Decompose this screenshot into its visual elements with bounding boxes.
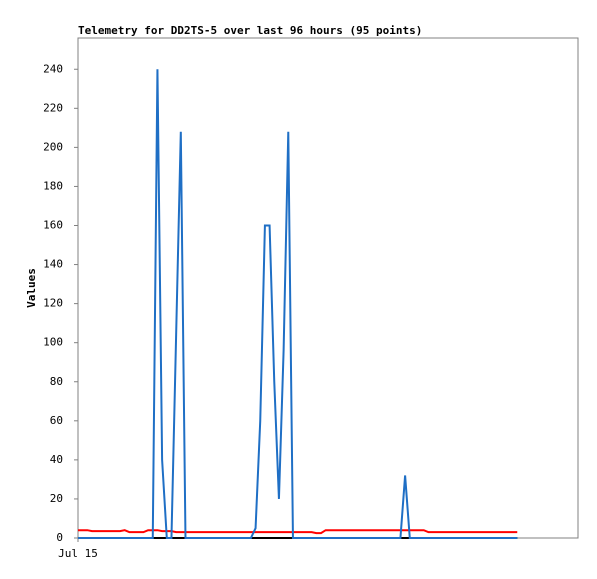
y-tick-label: 40 <box>50 453 63 466</box>
series-line <box>78 69 518 539</box>
y-tick-label: 120 <box>43 297 63 310</box>
y-tick-label: 100 <box>43 336 63 349</box>
y-tick-label: 60 <box>50 414 63 427</box>
y-tick-label: 180 <box>43 179 63 192</box>
series-line <box>78 529 518 535</box>
y-tick-label: 140 <box>43 258 63 271</box>
y-tick-label: 240 <box>43 62 63 75</box>
y-tick-label: 200 <box>43 140 63 153</box>
y-tick-label: 20 <box>50 492 63 505</box>
y-tick-label: 80 <box>50 375 63 388</box>
y-tick-label: 160 <box>43 219 63 232</box>
y-tick-label: 220 <box>43 101 63 114</box>
chart-title: Telemetry for DD2TS-5 over last 96 hours… <box>78 24 422 37</box>
y-axis-label: Values <box>25 268 38 308</box>
y-tick-label: 0 <box>56 531 63 544</box>
x-tick-label: Jul 15 <box>58 547 98 560</box>
